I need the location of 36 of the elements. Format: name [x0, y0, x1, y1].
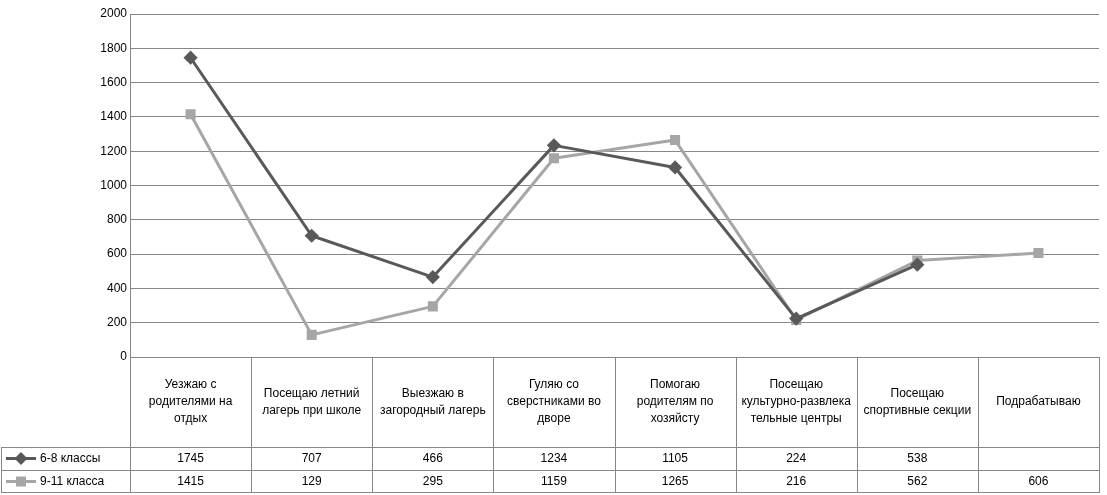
- y-tick-label: 1800: [100, 40, 128, 55]
- legend-label: 9-11 класса: [40, 473, 105, 488]
- data-label: 562: [907, 473, 928, 488]
- data-label: 538: [907, 450, 928, 465]
- y-tick-label: 1000: [100, 177, 128, 192]
- y-tick-label: 600: [106, 246, 128, 261]
- y-tick-label: 400: [106, 280, 128, 295]
- data-label: 606: [1028, 473, 1049, 488]
- data-label: 1745: [177, 450, 205, 465]
- data-label: 707: [301, 450, 323, 465]
- data-label: 1234: [540, 450, 568, 465]
- x-tick-label: Посещаю культурно-развлекательные центры: [741, 377, 852, 426]
- x-tick-label: Помогаю родителям по хозяйсту: [636, 377, 714, 426]
- x-tick-label: Уезжаю с родителями на отдых: [148, 377, 233, 426]
- x-tick-label: Гуляю со сверстниками во дворе: [507, 377, 602, 426]
- data-label: 295: [422, 473, 444, 488]
- y-tick-label: 0: [120, 349, 128, 364]
- data-label: 1265: [661, 473, 689, 488]
- y-tick-label: 200: [106, 315, 128, 330]
- data-label: 1415: [177, 473, 205, 488]
- x-tick-label: Посещаю летний лагерь при школе: [262, 385, 362, 417]
- data-label: 466: [422, 450, 444, 465]
- y-tick-label: 1200: [100, 143, 128, 158]
- y-tick-label: 1600: [100, 74, 128, 89]
- x-tick-label: Подрабатываю: [996, 394, 1081, 409]
- y-tick-label: 800: [106, 212, 128, 227]
- x-tick-label: Выезжаю в загородный лагерь: [379, 385, 486, 417]
- y-tick-label: 1400: [100, 109, 128, 124]
- legend-label: 6-8 классы: [40, 450, 101, 465]
- data-label: 1105: [662, 450, 689, 465]
- x-tick-label: Посещаю спортивные секции: [863, 385, 972, 417]
- data-label: 129: [301, 473, 323, 488]
- y-tick-label: 2000: [100, 6, 128, 21]
- data-label: 216: [786, 473, 807, 488]
- data-label: 224: [786, 450, 807, 465]
- data-label: 1159: [541, 473, 568, 488]
